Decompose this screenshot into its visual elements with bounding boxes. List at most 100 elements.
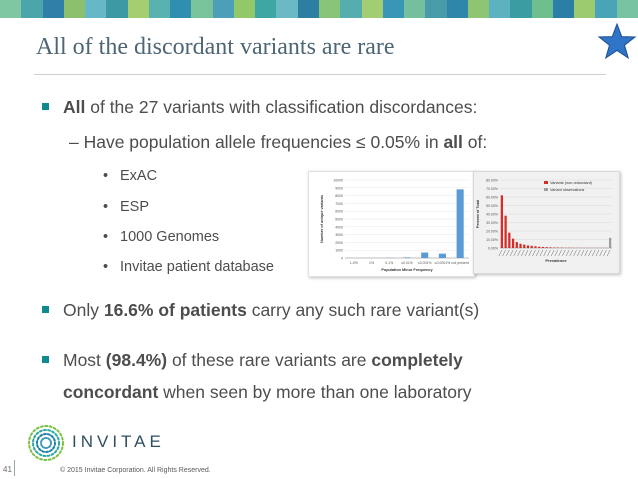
y-tick-label: 1000 bbox=[335, 249, 343, 253]
y-axis-label: Number of unique variants bbox=[320, 195, 324, 243]
square-bullet-icon bbox=[42, 356, 49, 363]
stripe-segment bbox=[63, 0, 86, 18]
x-tick-label bbox=[506, 249, 510, 257]
slide-title: All of the discordant variants are rare bbox=[36, 34, 395, 60]
x-tick-label bbox=[502, 249, 506, 257]
stripe-segment bbox=[85, 0, 107, 18]
stripe-segment bbox=[318, 0, 341, 18]
stripe-segment bbox=[297, 0, 319, 18]
x-tick-label: 1-0% bbox=[350, 261, 358, 265]
y-tick-label: 7000 bbox=[335, 202, 343, 206]
bar bbox=[534, 246, 537, 248]
x-tick-label bbox=[577, 249, 581, 257]
bar bbox=[523, 244, 526, 248]
x-tick-label bbox=[565, 249, 570, 257]
star-icon bbox=[597, 22, 637, 60]
x-tick-label bbox=[599, 249, 603, 257]
bar bbox=[403, 257, 411, 258]
x-tick-label bbox=[606, 249, 611, 257]
y-tick-label: 20.00% bbox=[486, 230, 498, 234]
y-tick-label: 6000 bbox=[335, 210, 343, 214]
bullet-text: carry any such rare variant(s) bbox=[246, 300, 480, 320]
invitae-logo-text: INVITAE bbox=[72, 432, 165, 451]
bar bbox=[519, 243, 522, 248]
bullet-text: Most bbox=[63, 350, 106, 370]
stripe-segment bbox=[21, 0, 43, 18]
x-tick-label bbox=[543, 249, 547, 257]
stripe-segment bbox=[404, 0, 426, 18]
bar bbox=[530, 245, 533, 248]
stripe-segment bbox=[574, 0, 596, 18]
bar bbox=[541, 246, 545, 248]
bullet-text: when seen by more than one laboratory bbox=[158, 382, 472, 402]
stripe-segment bbox=[382, 0, 405, 18]
stripe-segment bbox=[0, 0, 22, 18]
footer-divider bbox=[14, 460, 15, 476]
stripe-segment bbox=[361, 0, 383, 18]
stripe-segment bbox=[616, 0, 638, 18]
x-tick-label bbox=[573, 249, 577, 257]
stripe-segment bbox=[340, 0, 362, 18]
stripe-segment bbox=[148, 0, 171, 18]
stripe-segment bbox=[446, 0, 468, 18]
stripe-segment bbox=[552, 0, 575, 18]
x-tick-label: ≤0.001% bbox=[418, 261, 432, 265]
bar bbox=[515, 242, 518, 248]
stripe-segment bbox=[510, 0, 532, 18]
y-tick-label: 0.00% bbox=[488, 247, 498, 251]
y-tick-label: 30.00% bbox=[486, 221, 498, 225]
x-tick-label bbox=[603, 249, 607, 257]
x-tick-label bbox=[535, 249, 540, 257]
y-tick-label: 10000 bbox=[333, 179, 343, 183]
y-tick-label: 10.00% bbox=[486, 238, 498, 242]
bar bbox=[421, 252, 429, 258]
allele-frequency-chart: 0 1000 2000 3000 4000 5000 6000 7000 8000 9000 100… bbox=[308, 171, 475, 277]
allele-frequency-chart-svg: 0 1000 2000 3000 4000 5000 6000 7000 8000 9000 100… bbox=[320, 179, 469, 272]
bar bbox=[508, 232, 511, 248]
stripe-segment bbox=[425, 0, 447, 18]
y-tick-label: 60.00% bbox=[486, 196, 498, 200]
bar bbox=[609, 237, 612, 248]
bullet-text: – Have population allele frequencies ≤ 0… bbox=[69, 132, 444, 152]
bullet-strong: completely bbox=[371, 350, 463, 370]
stripe-segment bbox=[212, 0, 234, 18]
legend-swatch bbox=[544, 188, 548, 191]
x-axis-label: Prevalence bbox=[545, 258, 567, 263]
x-tick-label bbox=[584, 249, 588, 257]
stripe-segment bbox=[233, 0, 256, 18]
legend-label: Variants (non-redundant) bbox=[550, 181, 593, 185]
y-tick-label: 8000 bbox=[335, 194, 343, 198]
y-tick-label: 40.00% bbox=[486, 213, 498, 217]
bar bbox=[500, 195, 503, 248]
page-number: 41 bbox=[3, 465, 12, 474]
bar bbox=[511, 238, 515, 248]
bar bbox=[504, 215, 507, 248]
stripe-segment bbox=[42, 0, 64, 18]
y-tick-label: 3000 bbox=[335, 233, 343, 237]
dot-bullet: • bbox=[103, 199, 109, 215]
subitem-label: 1000 Genomes bbox=[120, 229, 220, 245]
bullet-strong: concordant bbox=[63, 382, 159, 402]
subitem-label: Invitae patient database bbox=[120, 259, 274, 275]
bullet-text: of: bbox=[462, 132, 488, 152]
x-tick-label bbox=[498, 249, 503, 257]
y-tick-label: 2000 bbox=[335, 241, 343, 245]
y-tick-label: 80.00% bbox=[486, 179, 498, 183]
bullet-text: of the 27 variants with classification d… bbox=[85, 97, 478, 117]
x-tick-label: ≤0.0001% bbox=[435, 261, 451, 265]
bar bbox=[545, 247, 548, 248]
y-tick-label: 70.00% bbox=[486, 187, 498, 191]
x-tick-label bbox=[524, 249, 529, 257]
stripe-segment bbox=[255, 0, 277, 18]
stripe-segment bbox=[595, 0, 617, 18]
stripe-segment bbox=[106, 0, 128, 18]
x-tick-label bbox=[580, 249, 585, 257]
x-tick-label bbox=[532, 249, 536, 257]
bullet-text: Only bbox=[63, 300, 104, 320]
dot-bullet: • bbox=[103, 229, 109, 245]
bullet-text: of these rare variants are bbox=[167, 350, 372, 370]
subitem-label: ESP bbox=[120, 199, 150, 215]
dot-bullet: • bbox=[103, 168, 109, 184]
x-tick-label bbox=[539, 249, 544, 257]
x-tick-label bbox=[591, 249, 596, 257]
